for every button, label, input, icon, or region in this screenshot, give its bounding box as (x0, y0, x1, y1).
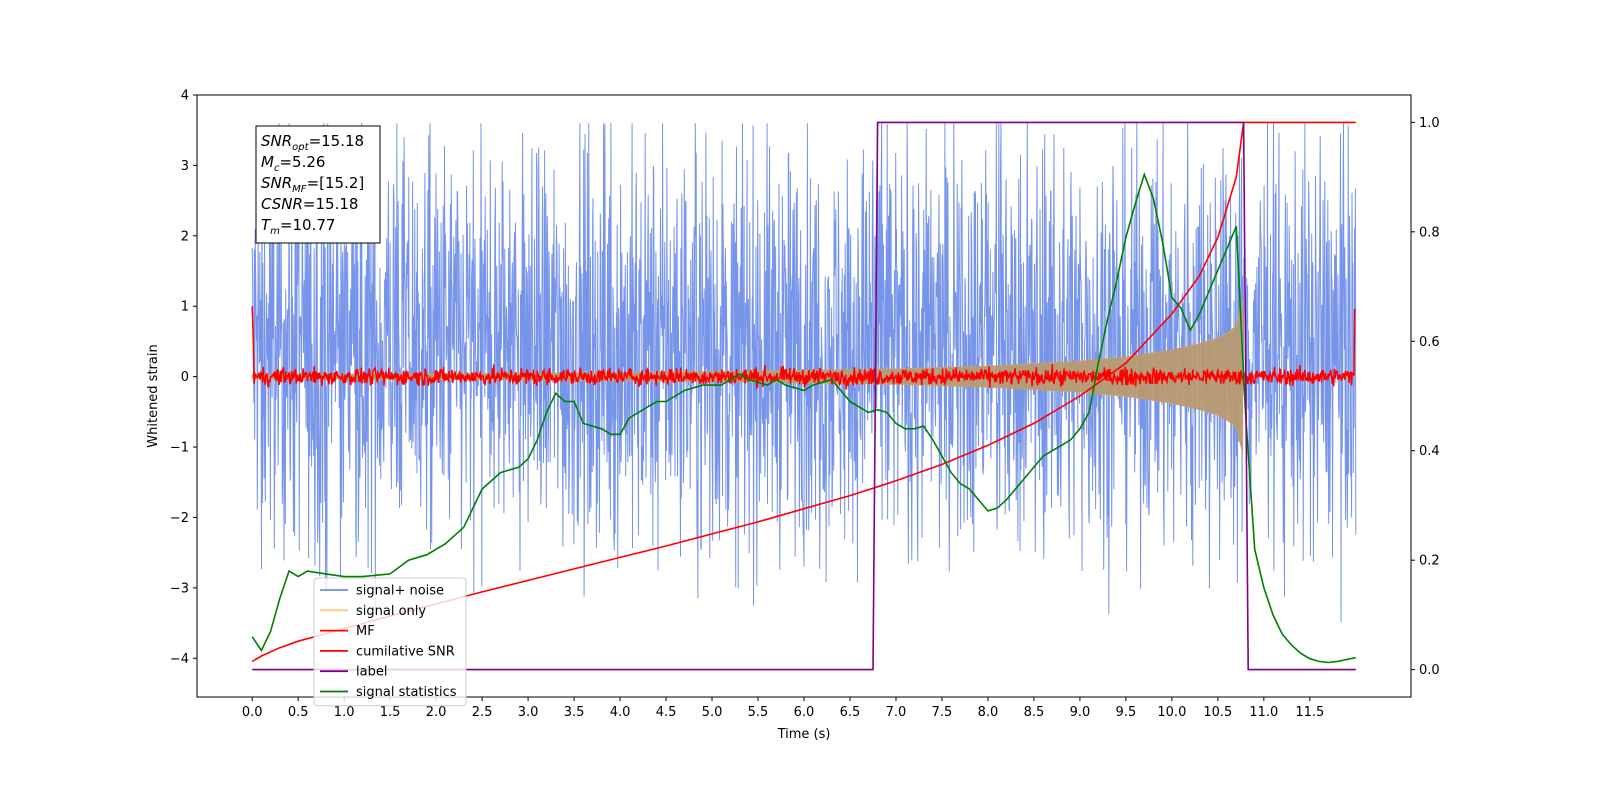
x-tick-label: 5.0 (702, 705, 723, 720)
x-tick-label: 11.5 (1295, 705, 1324, 720)
annotation-line: Tm=10.77 (261, 216, 335, 237)
legend: signal+ noise signal only MF cumilative SNR… (313, 577, 467, 707)
x-tick-label: 9.0 (1070, 705, 1091, 720)
x-tick-label: 6.5 (840, 705, 861, 720)
x-tick-label: 2.0 (426, 705, 447, 720)
annotation-line: SNRMF=[15.2] (261, 174, 364, 195)
y2-tick-label: 0.8 (1419, 225, 1440, 240)
series-signal-statistics (251, 171, 1356, 664)
legend-label: cumilative SNR (356, 644, 455, 659)
x-tick-label: 5.5 (748, 705, 769, 720)
y-tick-label: 0 (181, 370, 189, 385)
y2-tick-label: 0.2 (1419, 554, 1440, 569)
y-tick-label: 1 (181, 300, 189, 315)
y-tick-label: −1 (170, 441, 189, 456)
x-tick-label: 10.5 (1203, 705, 1232, 720)
x-tick-label: 4.0 (610, 705, 631, 720)
annotation-frame (255, 125, 381, 244)
y2-tick-label: 0.0 (1419, 663, 1440, 678)
y-axis-left: 4 3 2 1 0 −1 −2 −3 −4 (170, 89, 197, 667)
legend-frame (313, 577, 467, 707)
y-axis-right: 1.0 0.8 0.6 0.4 0.2 0.0 (1411, 116, 1440, 678)
x-tick-label: 9.5 (1116, 705, 1137, 720)
x-tick-label: 6.0 (794, 705, 815, 720)
x-tick-label: 3.0 (518, 705, 539, 720)
annotation-line: Mc=5.26 (261, 153, 325, 174)
y-tick-label: 4 (181, 89, 189, 104)
series-signal-plus-noise (251, 123, 1357, 623)
y-tick-label: −4 (170, 652, 189, 667)
x-axis: 0.0 0.5 1.0 1.5 2.0 2.5 3.0 3.5 4.0 4.5 5.0 5.5 6.0 6… (242, 697, 1324, 720)
x-tick-label: 1.0 (334, 705, 355, 720)
y-tick-label: 3 (181, 159, 189, 174)
legend-label: signal statistics (356, 685, 457, 700)
annotation-line: SNRopt=15.18 (261, 132, 364, 153)
x-tick-label: 4.5 (656, 705, 677, 720)
legend-label: signal only (356, 604, 426, 619)
y-tick-label: 2 (181, 229, 189, 244)
legend-label: signal+ noise (356, 584, 444, 599)
series-label (252, 121, 1356, 671)
y-tick-label: −2 (170, 511, 189, 526)
x-tick-label: 3.5 (564, 705, 585, 720)
series-mf (251, 306, 1356, 390)
data-layer (251, 121, 1357, 671)
x-axis-title: Time (s) (777, 727, 831, 742)
y2-tick-label: 1.0 (1419, 116, 1440, 131)
y2-tick-label: 0.6 (1419, 335, 1440, 350)
x-tick-label: 0.0 (242, 705, 263, 720)
x-tick-label: 7.5 (932, 705, 953, 720)
annotation-box: SNRopt=15.18Mc=5.26SNRMF=[15.2]CSNR=15.1… (255, 125, 381, 244)
x-tick-label: 7.0 (886, 705, 907, 720)
y-tick-label: −3 (170, 581, 189, 596)
x-tick-label: 1.5 (380, 705, 401, 720)
legend-label: label (356, 665, 387, 680)
y-axis-title: Whitened strain (146, 344, 161, 447)
y2-tick-label: 0.4 (1419, 444, 1440, 459)
x-tick-label: 10.0 (1157, 705, 1186, 720)
x-tick-label: 8.0 (978, 705, 999, 720)
legend-label: MF (356, 624, 375, 639)
annotation-line: CSNR=15.18 (261, 195, 358, 213)
x-tick-label: 2.5 (472, 705, 493, 720)
x-tick-label: 0.5 (288, 705, 309, 720)
x-tick-label: 11.0 (1249, 705, 1278, 720)
x-tick-label: 8.5 (1024, 705, 1045, 720)
